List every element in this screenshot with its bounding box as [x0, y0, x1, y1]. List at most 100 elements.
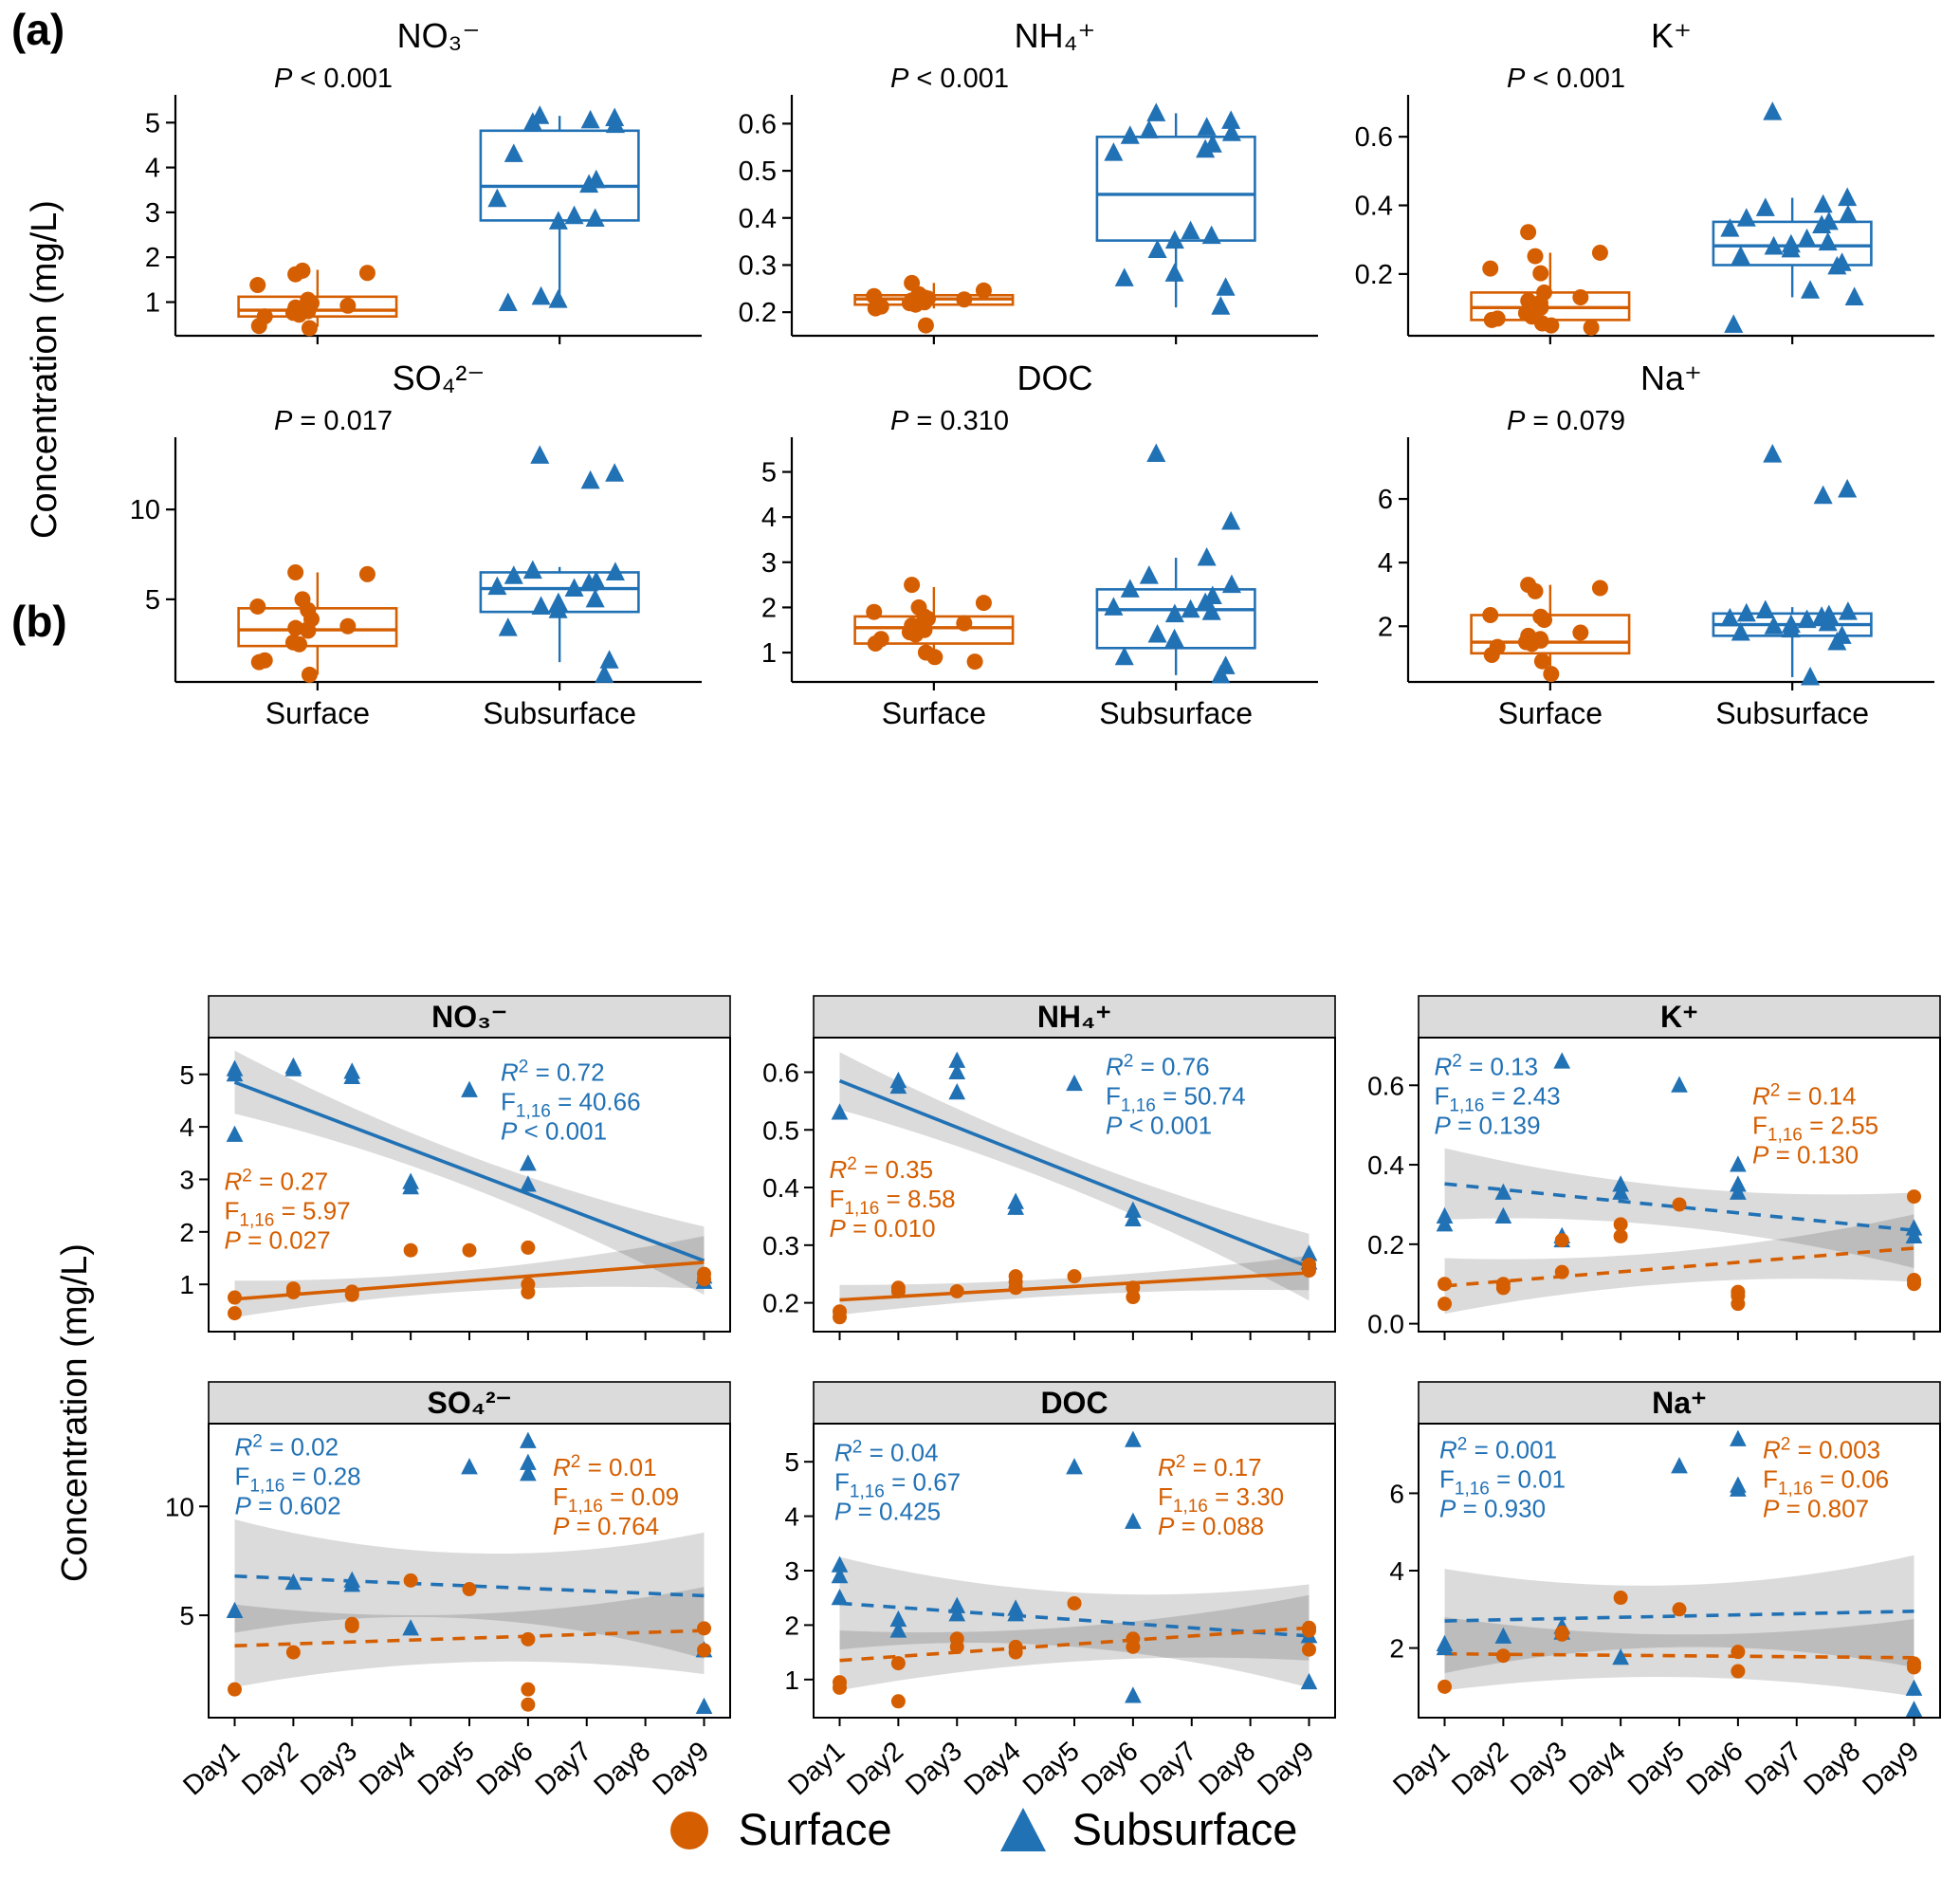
subsurface-point	[520, 1464, 537, 1481]
surface-point	[521, 1631, 536, 1647]
surface-point	[250, 653, 267, 671]
strip-title: SO₄²⁻	[427, 1386, 511, 1420]
subsurface-point	[1755, 599, 1775, 618]
strip-header	[813, 995, 1336, 1039]
surface-point	[1302, 1620, 1316, 1635]
chart-svg: K⁺ P < 0.001 0.2 0.4 0.6	[1355, 16, 1934, 344]
subsurface-point	[1730, 1175, 1747, 1192]
trend-line-subsurface	[838, 1078, 1310, 1269]
stats-f: F1,16 = 0.01	[1439, 1464, 1566, 1499]
stats-p: P = 0.088	[1158, 1512, 1264, 1540]
trend-line-subsurface	[233, 1080, 705, 1262]
subsurface-point	[1844, 286, 1864, 305]
subsurface-point	[1221, 122, 1241, 141]
stats-f: F1,16 = 3.30	[1158, 1482, 1284, 1517]
svg-text:2: 2	[1389, 1634, 1404, 1664]
surface-point	[462, 1242, 477, 1258]
subsurface-point	[531, 596, 551, 615]
subsurface-point	[226, 1125, 244, 1142]
surface-point	[300, 622, 317, 639]
x-tick-label: Day1	[1387, 1736, 1456, 1801]
svg-text:0.2: 0.2	[1367, 1230, 1404, 1260]
surface-point	[1495, 1648, 1511, 1664]
surface-point	[358, 565, 376, 582]
surface-point	[228, 1682, 242, 1697]
subsurface-point	[530, 445, 550, 464]
regression-na: Na⁺ 2 4 6 Day1 Day2 Day3 Day4 Day5 Day6 Day7 Day8 Da…	[1343, 1380, 1948, 1812]
subsurface-point	[1813, 193, 1833, 213]
box-subsurface	[1712, 220, 1873, 267]
surface-point	[1907, 1189, 1921, 1205]
surface-point	[1495, 1277, 1511, 1292]
subsurface-point	[1838, 601, 1858, 620]
surface-point	[1572, 288, 1589, 305]
subsurface-point	[531, 285, 551, 305]
legend: Surface Subsurface	[0, 1802, 1960, 1855]
subsurface-point	[520, 1175, 537, 1192]
stats-r2: R2 = 0.13	[1435, 1052, 1539, 1081]
surface-point	[462, 1582, 477, 1597]
stats-p: P = 0.139	[1435, 1112, 1541, 1140]
subsurface-point	[595, 664, 614, 683]
subsurface-point	[1797, 228, 1817, 248]
x-tick-label: Day6	[471, 1736, 540, 1801]
subsurface-point	[1114, 267, 1134, 286]
stats-p: P = 0.027	[225, 1225, 331, 1254]
subsurface-point	[548, 211, 568, 230]
chart-svg: NO₃⁻P < 0.001 1 2 3 4 5	[145, 16, 702, 344]
stats-r2: R2 = 0.76	[1106, 1052, 1210, 1081]
boxplot-so4: SO₄²⁻ P = 0.017 5 10 Surface Subsurface	[95, 350, 711, 738]
subsurface-point	[579, 174, 599, 193]
subsurface-point	[605, 114, 625, 134]
svg-text:4: 4	[1378, 548, 1393, 579]
surface-point	[1672, 1197, 1687, 1212]
stats-f: F1,16 = 8.58	[830, 1185, 956, 1219]
surface-point	[1613, 1217, 1628, 1232]
strip-title: NH₄⁺	[1037, 1000, 1111, 1034]
svg-text:4: 4	[1389, 1556, 1404, 1586]
subsurface-point	[1797, 609, 1817, 629]
subsurface-point	[402, 1172, 419, 1189]
subsurface-point	[1125, 1686, 1142, 1703]
subsurface-point	[1125, 1430, 1142, 1447]
stats-f: F1,16 = 0.06	[1763, 1464, 1889, 1499]
surface-point	[1126, 1631, 1141, 1647]
subsurface-point	[1216, 277, 1236, 296]
subsurface-point	[1436, 1206, 1454, 1224]
surface-point	[833, 1304, 847, 1319]
surface-point	[1543, 666, 1560, 683]
stats-p: P = 0.764	[553, 1512, 659, 1540]
surface-point	[249, 598, 266, 615]
subsurface-point	[1164, 263, 1184, 282]
subsurface-point	[1196, 138, 1216, 158]
subsurface-point	[1104, 597, 1124, 616]
svg-text:4: 4	[784, 1502, 799, 1532]
subsurface-point	[1147, 239, 1167, 259]
subsurface-point	[1612, 1648, 1629, 1665]
x-group-label: Subsurface	[483, 696, 636, 730]
subsurface-point	[580, 469, 600, 489]
subsurface-point	[1211, 296, 1231, 315]
subsurface-point	[343, 1062, 361, 1079]
surface-point	[339, 297, 357, 314]
subsurface-point	[1197, 546, 1217, 566]
stats-f: F1,16 = 0.28	[235, 1462, 361, 1496]
stats-f: F1,16 = 2.43	[1435, 1082, 1561, 1116]
x-tick-label: Day6	[1681, 1736, 1749, 1801]
subsurface-point	[1494, 1627, 1512, 1644]
stats-f: F1,16 = 0.67	[834, 1468, 961, 1502]
subsurface-point	[1164, 628, 1184, 648]
surface-point	[358, 265, 376, 282]
subsurface-point	[1818, 612, 1838, 632]
surface-point	[1583, 319, 1600, 336]
svg-text:2: 2	[179, 1218, 194, 1247]
svg-text:3: 3	[145, 198, 160, 229]
svg-text:5: 5	[179, 1060, 194, 1090]
x-tick-label: Day9	[1252, 1736, 1320, 1801]
surface-point	[1302, 1257, 1316, 1272]
svg-text:2: 2	[145, 243, 160, 273]
box-subsurface	[479, 129, 640, 222]
stats-p: P = 0.930	[1439, 1494, 1546, 1522]
